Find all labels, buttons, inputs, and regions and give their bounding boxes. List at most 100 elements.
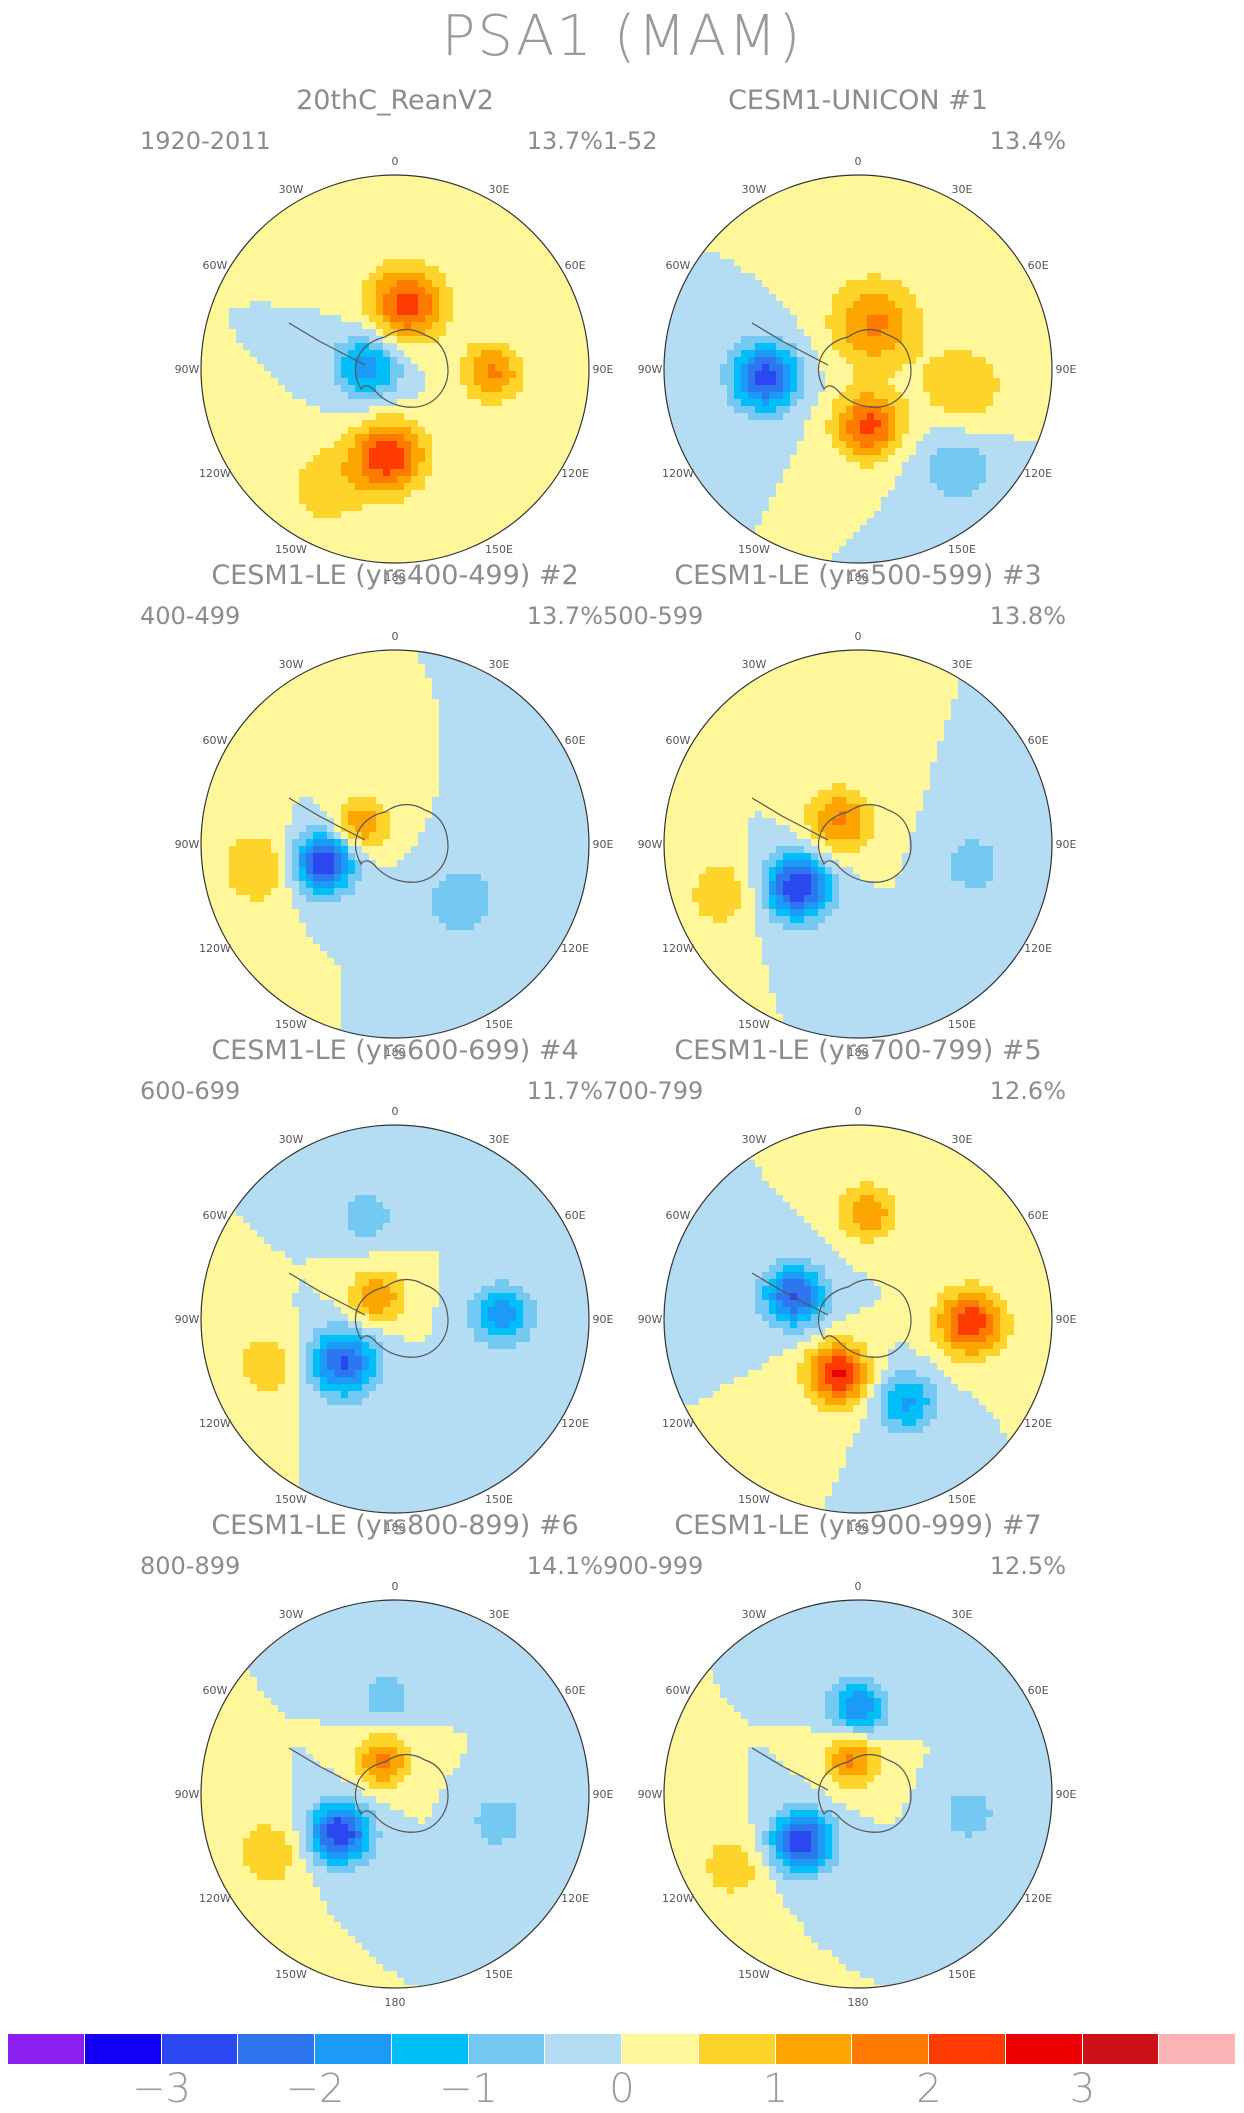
longitude-label: 90W	[638, 1788, 663, 1801]
longitude-label: 30W	[279, 1133, 304, 1146]
colorbar-labels: −3 −2 −1 0 1 2 3	[0, 2064, 1244, 2112]
map-panel: 0 30E 60E 90E 120E 150E 180 150W 120W 90W 60W 30W CE…	[578, 85, 1138, 581]
longitude-label: 120E	[561, 1417, 589, 1430]
longitude-label: 30W	[742, 1133, 767, 1146]
colorbar-swatch	[468, 2034, 546, 2064]
longitude-label: 150W	[275, 1968, 307, 1981]
longitude-label: 150W	[738, 1018, 770, 1031]
longitude-label: 120E	[561, 467, 589, 480]
longitude-label: 60W	[202, 1209, 227, 1222]
peninsula-coastline	[288, 322, 366, 366]
longitude-label: 60E	[1028, 259, 1049, 272]
colorbar-tick-label: 3	[1070, 2066, 1095, 2112]
longitude-label: 120W	[662, 1417, 694, 1430]
longitude-label: 120E	[1024, 1417, 1052, 1430]
panel-variance-pct: 13.8%	[990, 602, 1066, 630]
peninsula-coastline	[288, 1747, 366, 1791]
longitude-label: 0	[855, 155, 862, 168]
colorbar-swatch	[622, 2034, 699, 2064]
longitude-label: 150W	[738, 1493, 770, 1506]
panel-variance-pct: 13.7%	[527, 602, 603, 630]
colorbar-swatch	[545, 2034, 622, 2064]
longitude-label: 150W	[738, 1968, 770, 1981]
longitude-label: 120E	[561, 1892, 589, 1905]
antarctica-coastline	[354, 1278, 449, 1358]
peninsula-coastline	[751, 797, 829, 841]
panel-variance-pct: 13.4%	[990, 127, 1066, 155]
longitude-label: 150W	[275, 1493, 307, 1506]
colorbar-swatch	[1082, 2034, 1160, 2064]
peninsula-coastline	[288, 1272, 366, 1316]
longitude-label: 150W	[275, 543, 307, 556]
longitude-label: 120W	[199, 467, 231, 480]
map-boundary	[663, 1124, 1053, 1514]
longitude-label: 90E	[593, 838, 614, 851]
figure-title: PSA1 (MAM)	[0, 4, 1244, 69]
longitude-label: 180	[385, 571, 406, 581]
panel-period: 1-52	[603, 127, 657, 155]
longitude-label: 120W	[199, 1892, 231, 1905]
longitude-label: 30E	[489, 1133, 510, 1146]
longitude-label: 30E	[952, 658, 973, 671]
map-panel: 0 30E 60E 90E 120E 150E 180 150W 120W 90W 60W 30W 20…	[115, 85, 675, 581]
colorbar-swatch	[929, 2034, 1006, 2064]
longitude-label: 60E	[565, 1209, 586, 1222]
longitude-label: 120E	[561, 942, 589, 955]
longitude-label: 60E	[565, 1684, 586, 1697]
longitude-label: 0	[855, 1580, 862, 1593]
colorbar-swatch	[1159, 2034, 1236, 2064]
panel-title: CESM1-UNICON #1	[578, 85, 1138, 116]
polar-map: 0 30E 60E 90E 120E 150E 180 150W 120W 90W 60W 30W	[175, 630, 614, 1056]
map-boundary	[200, 1124, 590, 1514]
polar-map: 0 30E 60E 90E 120E 150E 180 150W 120W 90W 60W 30W	[175, 155, 614, 581]
longitude-label: 150E	[948, 1018, 976, 1031]
longitude-label: 60E	[565, 734, 586, 747]
longitude-label: 150E	[948, 1968, 976, 1981]
peninsula-coastline	[751, 322, 829, 366]
panel-period: 500-599	[603, 602, 703, 630]
longitude-label: 90E	[1056, 363, 1077, 376]
longitude-label: 180	[385, 1996, 406, 2006]
longitude-label: 0	[855, 630, 862, 643]
longitude-label: 150W	[738, 543, 770, 556]
longitude-label: 60W	[665, 259, 690, 272]
longitude-label: 180	[848, 571, 869, 581]
panel-variance-pct: 13.7%	[527, 127, 603, 155]
longitude-label: 90W	[638, 838, 663, 851]
longitude-label: 0	[392, 155, 399, 168]
colorbar-swatch	[775, 2034, 853, 2064]
panel-variance-pct: 12.5%	[990, 1552, 1066, 1580]
colorbar-tick-label: −2	[286, 2066, 345, 2112]
panel-period: 600-699	[140, 1077, 240, 1105]
colorbar-tick-label: 1	[763, 2066, 788, 2112]
antarctica-coastline	[354, 1753, 449, 1833]
longitude-label: 120E	[1024, 467, 1052, 480]
longitude-label: 150E	[948, 1493, 976, 1506]
antarctica-coastline	[817, 1278, 912, 1358]
longitude-label: 150E	[948, 543, 976, 556]
longitude-label: 180	[848, 1521, 869, 1531]
longitude-label: 120W	[662, 467, 694, 480]
longitude-label: 120W	[662, 1892, 694, 1905]
panel-period: 700-799	[603, 1077, 703, 1105]
polar-map: 0 30E 60E 90E 120E 150E 180 150W 120W 90W 60W 30W	[638, 630, 1077, 1056]
colorbar-swatch	[315, 2034, 392, 2064]
panel-variance-pct: 11.7%	[527, 1077, 603, 1105]
antarctica-coastline	[817, 1753, 912, 1833]
longitude-label: 30E	[489, 183, 510, 196]
longitude-label: 0	[392, 630, 399, 643]
longitude-label: 60E	[1028, 1209, 1049, 1222]
map-boundary	[663, 649, 1053, 1039]
longitude-label: 30E	[952, 1133, 973, 1146]
longitude-label: 90W	[175, 1313, 200, 1326]
antarctica-coastline	[817, 803, 912, 883]
antarctica-coastline	[817, 328, 912, 408]
colorbar-swatch	[238, 2034, 315, 2064]
longitude-label: 60E	[1028, 1684, 1049, 1697]
longitude-label: 90W	[175, 838, 200, 851]
longitude-label: 30E	[489, 1608, 510, 1621]
longitude-label: 60W	[665, 1209, 690, 1222]
map-boundary	[200, 174, 590, 564]
panel-title: CESM1-LE (yrs600-699) #4	[115, 1035, 675, 1066]
map-panel: 0 30E 60E 90E 120E 150E 180 150W 120W 90W 60W 30W CE…	[578, 1035, 1138, 1531]
